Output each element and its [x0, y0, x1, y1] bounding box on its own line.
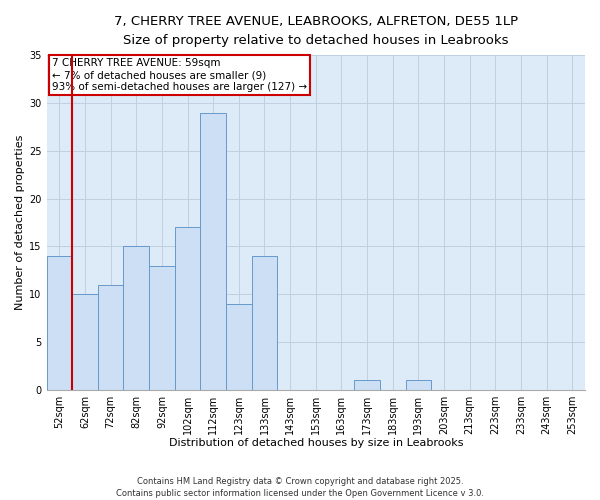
Bar	[354, 380, 380, 390]
Bar	[149, 266, 175, 390]
Bar	[175, 228, 200, 390]
Text: Contains HM Land Registry data © Crown copyright and database right 2025.
Contai: Contains HM Land Registry data © Crown c…	[116, 476, 484, 498]
Bar	[226, 304, 251, 390]
Bar	[47, 256, 72, 390]
Title: 7, CHERRY TREE AVENUE, LEABROOKS, ALFRETON, DE55 1LP
Size of property relative t: 7, CHERRY TREE AVENUE, LEABROOKS, ALFRET…	[114, 15, 518, 47]
Bar	[72, 294, 98, 390]
Bar	[98, 284, 124, 390]
Y-axis label: Number of detached properties: Number of detached properties	[15, 135, 25, 310]
Bar	[251, 256, 277, 390]
Text: 7 CHERRY TREE AVENUE: 59sqm
← 7% of detached houses are smaller (9)
93% of semi-: 7 CHERRY TREE AVENUE: 59sqm ← 7% of deta…	[52, 58, 307, 92]
Bar	[200, 112, 226, 390]
X-axis label: Distribution of detached houses by size in Leabrooks: Distribution of detached houses by size …	[169, 438, 463, 448]
Bar	[406, 380, 431, 390]
Bar	[124, 246, 149, 390]
